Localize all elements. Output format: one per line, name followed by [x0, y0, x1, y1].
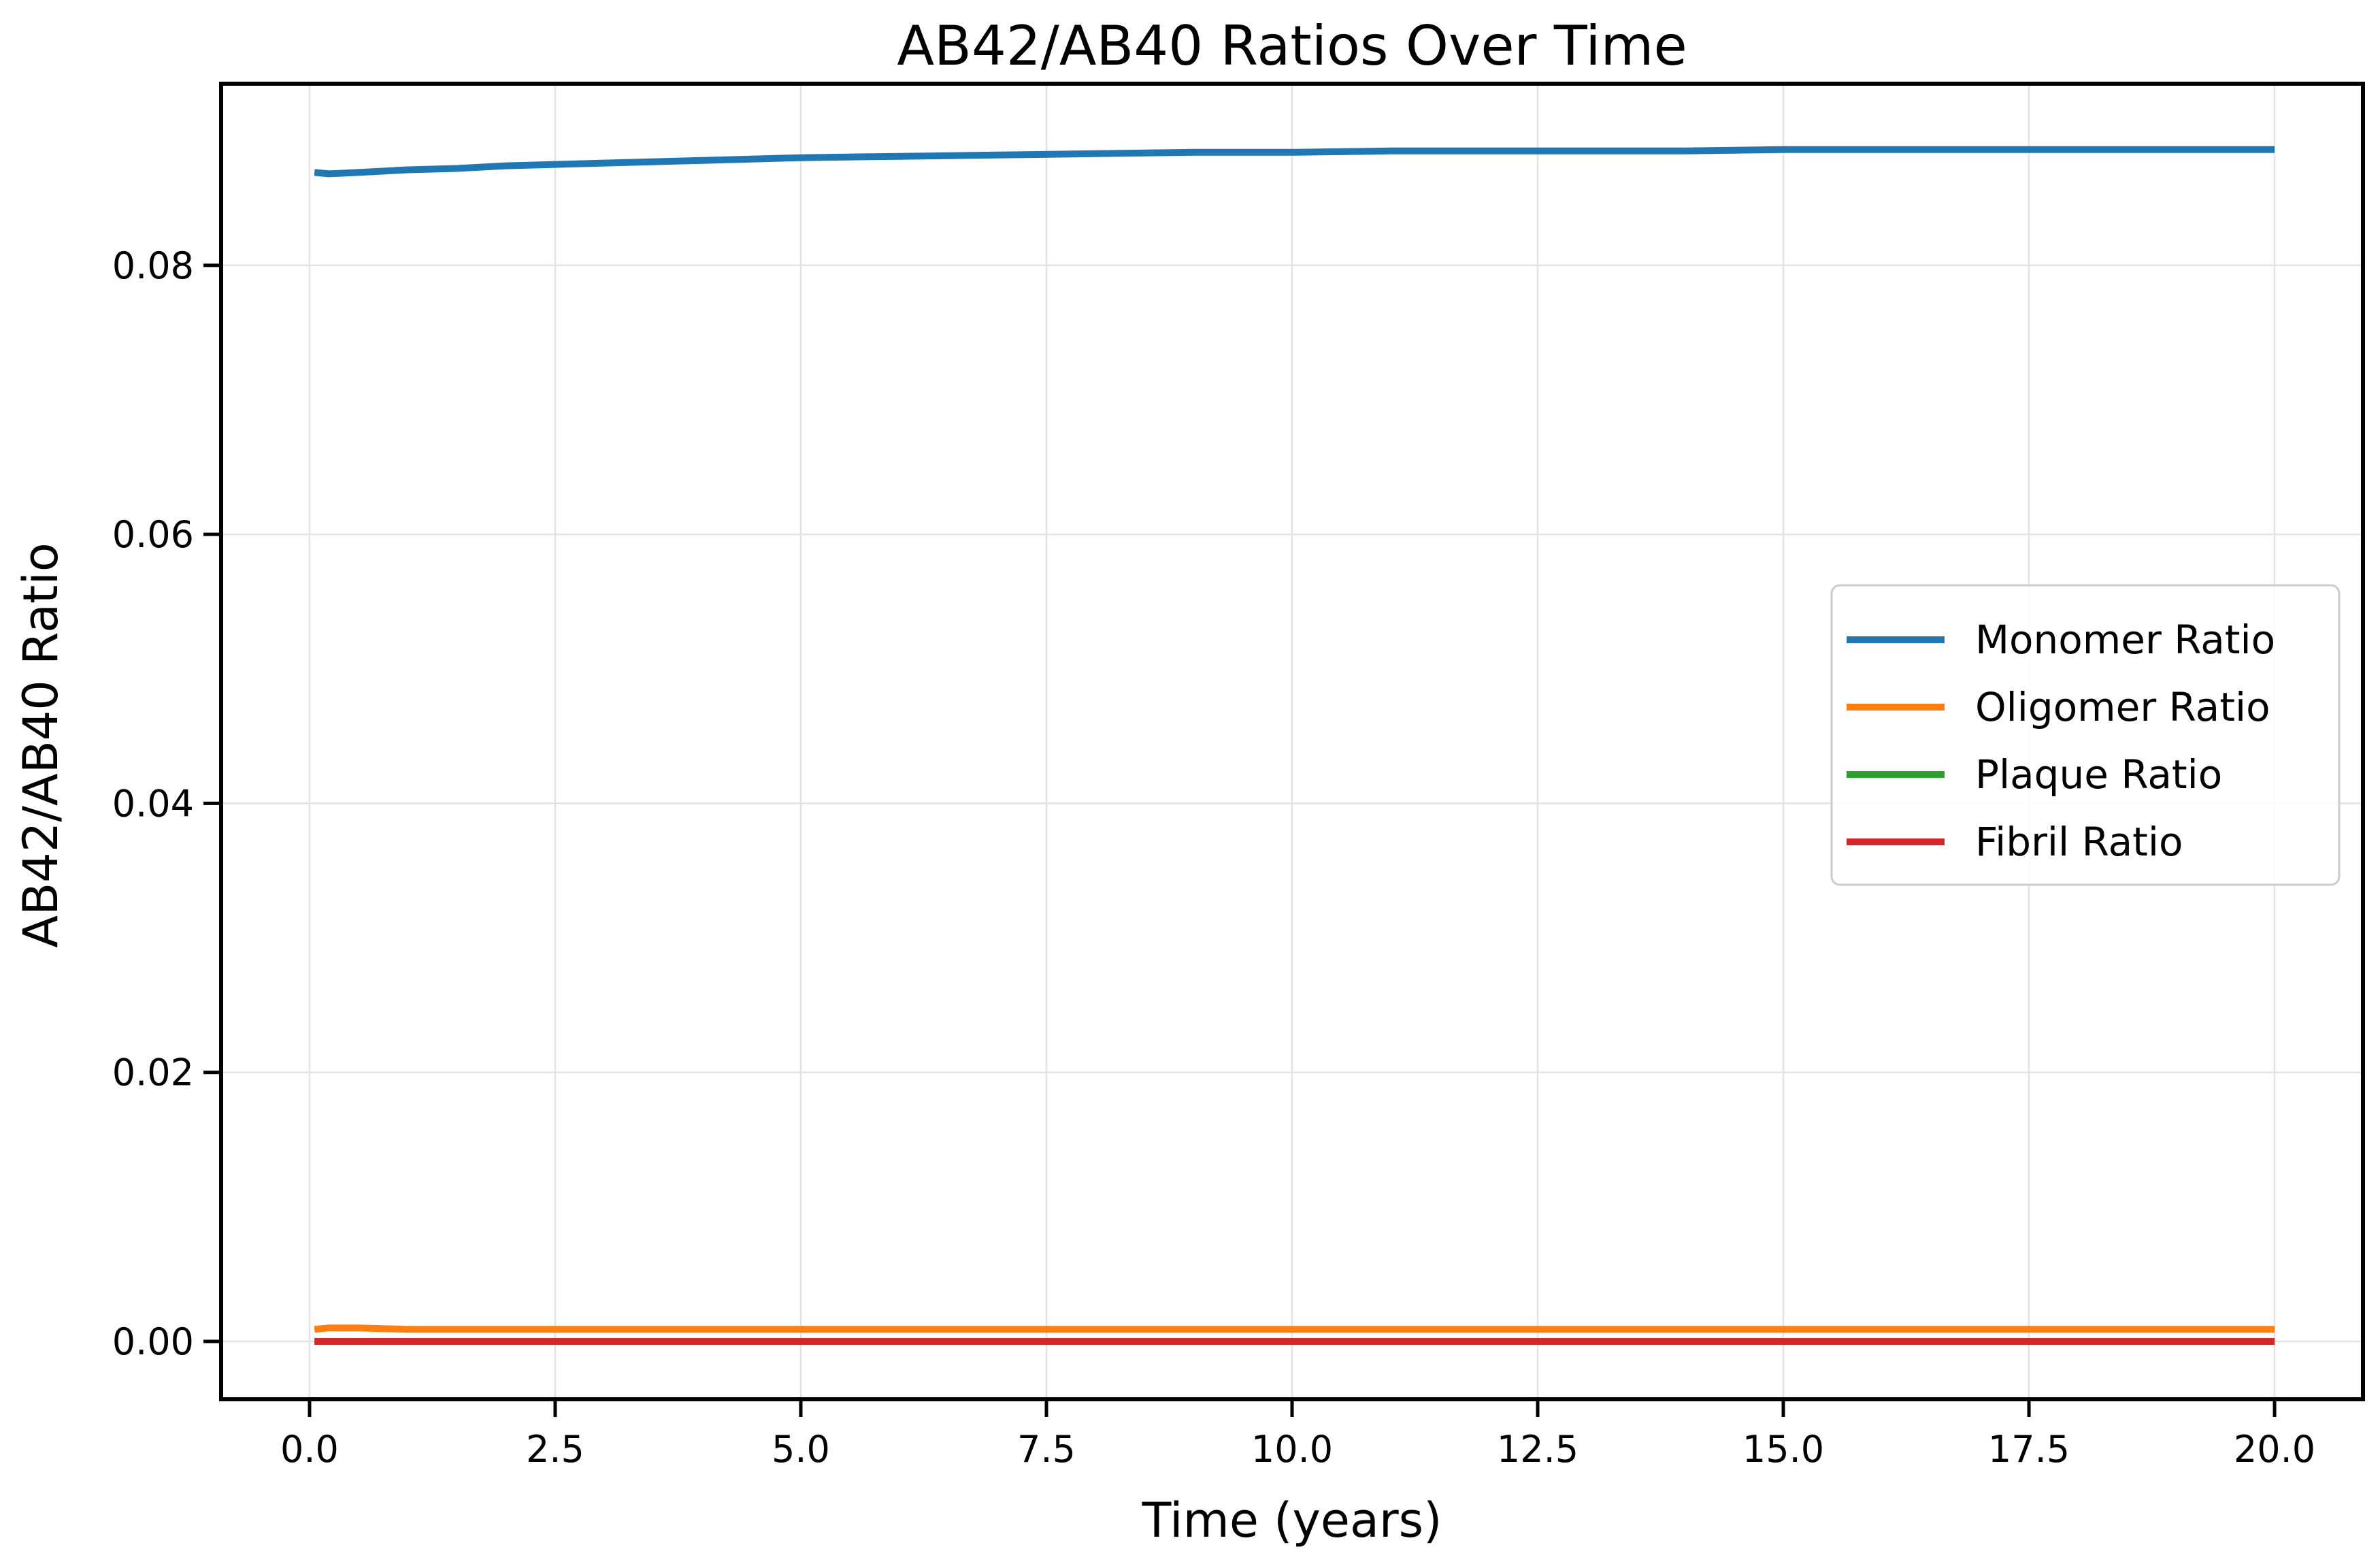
legend-box — [1830, 584, 2341, 886]
y-axis: 0.00 0.02 0.04 0.06 0.08 — [112, 244, 221, 1363]
legend-label-plaque-ratio: Plaque Ratio — [1975, 751, 2222, 798]
x-tick-label: 12.5 — [1497, 1428, 1579, 1471]
y-tick-label: 0.02 — [112, 1051, 194, 1094]
x-tick-label: 0.0 — [280, 1428, 339, 1471]
y-axis-title: AB42/AB40 Ratio — [13, 542, 69, 948]
x-tick-label: 17.5 — [1988, 1428, 2070, 1471]
series-layer — [314, 146, 2275, 1345]
y-tick-label: 0.06 — [112, 513, 194, 556]
y-tick-label: 0.08 — [112, 244, 194, 287]
legend: Monomer Ratio Oligomer Ratio Plaque Ratio F… — [1830, 584, 2341, 886]
x-tick-label: 10.0 — [1251, 1428, 1333, 1471]
x-tick-label: 15.0 — [1742, 1428, 1824, 1471]
chart-title: AB42/AB40 Ratios Over Time — [897, 14, 1687, 78]
y-tick-label: 0.00 — [112, 1320, 194, 1363]
series-line-oligomer-ratio — [314, 1324, 2275, 1333]
x-tick-label: 20.0 — [2234, 1428, 2315, 1471]
x-tick-label: 7.5 — [1017, 1428, 1076, 1471]
x-axis: 0.0 2.5 5.0 7.5 10.0 12.5 15.0 17.5 20.0 — [280, 1399, 2315, 1471]
x-tick-label: 5.0 — [772, 1428, 830, 1471]
y-tick-label: 0.04 — [112, 782, 194, 825]
legend-label-oligomer-ratio: Oligomer Ratio — [1975, 684, 2270, 730]
x-axis-title: Time (years) — [1142, 1492, 1442, 1548]
x-tick-label: 2.5 — [526, 1428, 584, 1471]
legend-label-monomer-ratio: Monomer Ratio — [1975, 617, 2275, 663]
series-line-monomer-ratio — [314, 146, 2275, 178]
legend-label-fibril-ratio: Fibril Ratio — [1975, 819, 2183, 865]
